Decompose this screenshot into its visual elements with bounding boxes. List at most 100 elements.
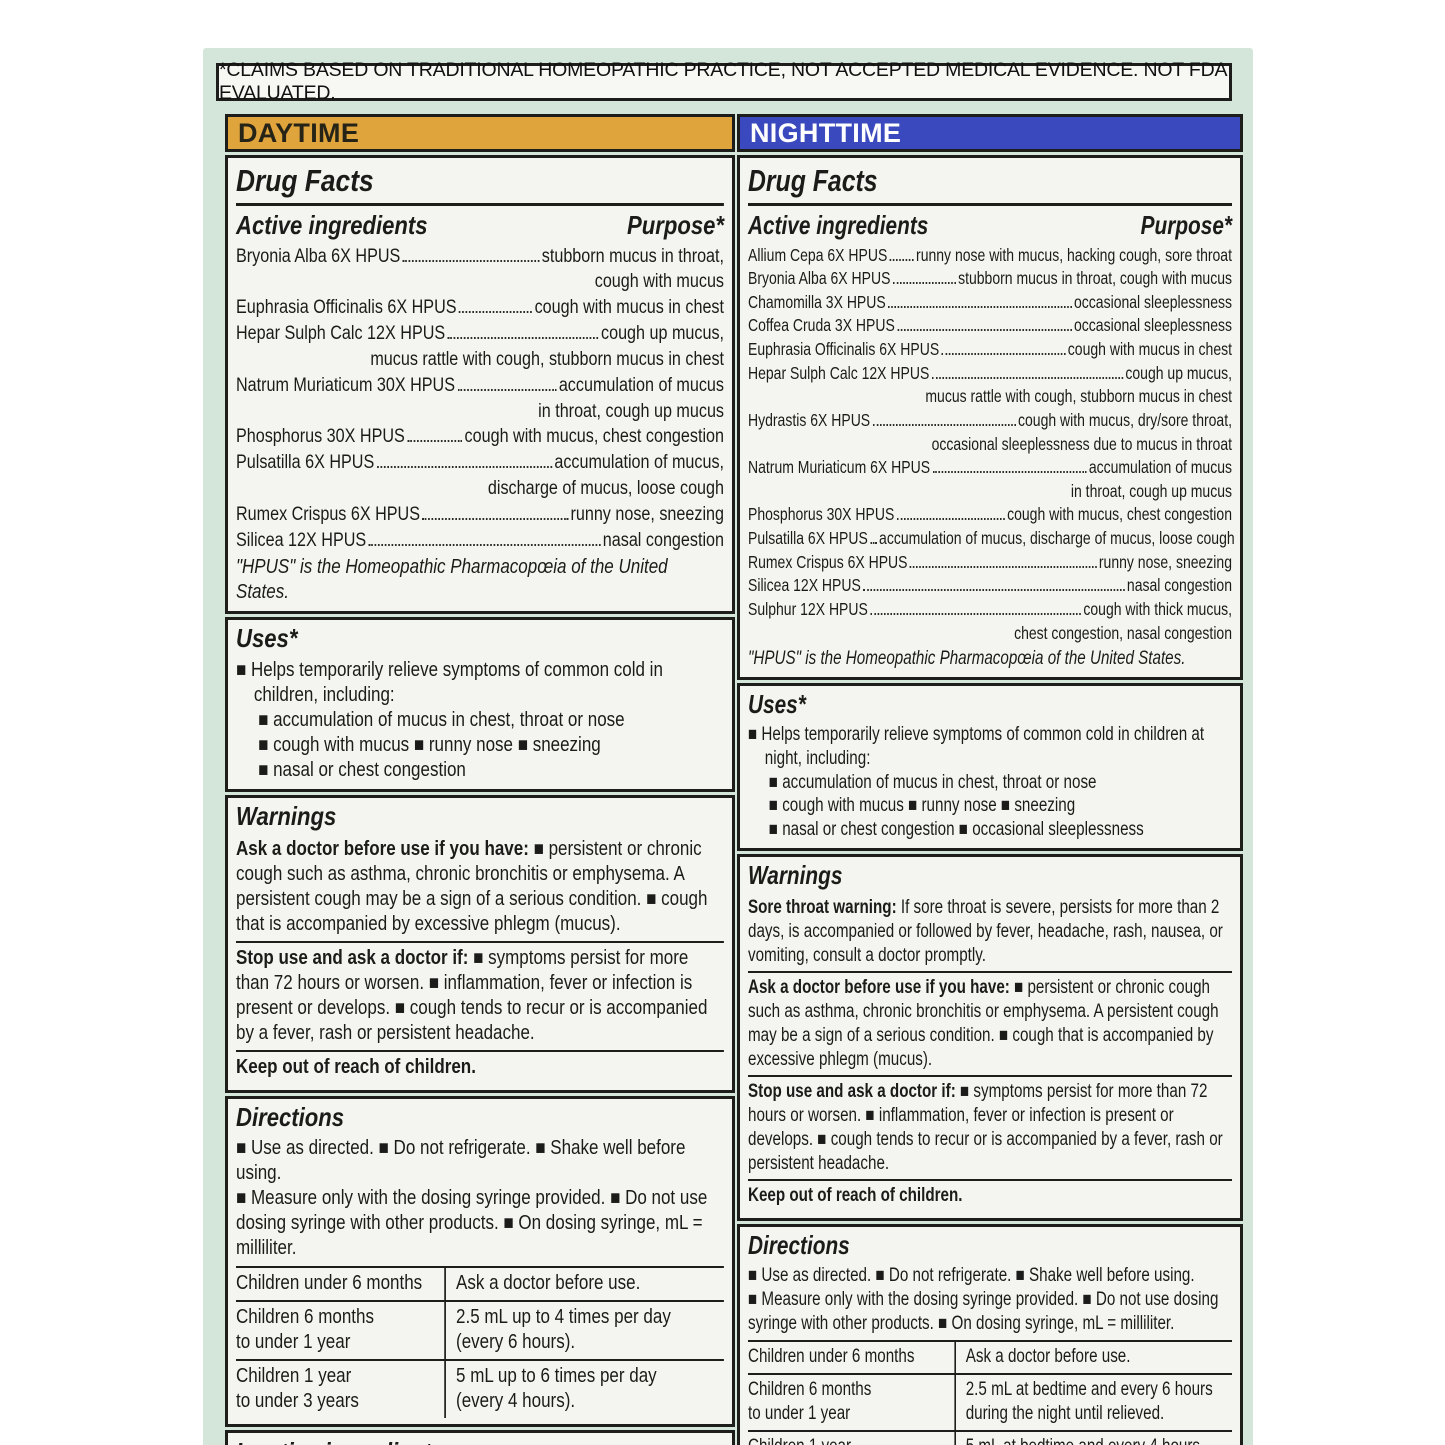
uses-intro: ■ Helps temporarily relieve symptoms of … bbox=[748, 724, 1205, 769]
warning-lead: Keep out of reach of children. bbox=[748, 1185, 963, 1207]
dosage-table: Children under 6 months Ask a doctor bef… bbox=[748, 1340, 1232, 1445]
hpus-note: "HPUS" is the Homeopathic Pharmacopœia o… bbox=[748, 648, 1186, 670]
dosage-row: Children 6 months to under 1 year 2.5 mL… bbox=[236, 1300, 725, 1360]
ingredient-row: Sulphur 12X HPUS cough with thick mucus, … bbox=[748, 598, 1232, 645]
ingredient-row: Phosphorus 30X HPUS cough with mucus, che… bbox=[748, 503, 1232, 527]
warning-lead: Ask a doctor before use if you have: bbox=[748, 977, 1010, 999]
ingredient-row: Coffea Cruda 3X HPUS occasional sleepless… bbox=[748, 314, 1232, 338]
age-cell: Children 6 months to under 1 year bbox=[748, 1375, 957, 1430]
hpus-note: "HPUS" is the Homeopathic Pharmacopœia o… bbox=[236, 556, 668, 604]
dotted-leader bbox=[872, 423, 1016, 426]
ingredient-purpose: runny nose with mucus, hacking cough, so… bbox=[916, 244, 1232, 265]
ingredient-purpose: cough up mucus, bbox=[601, 323, 725, 345]
purpose-heading: Purpose* bbox=[626, 209, 725, 240]
ingredient-name: Natrum Muriaticum 6X HPUS bbox=[748, 457, 931, 478]
age-cell: Children 1 year to under 3 years bbox=[748, 1431, 957, 1445]
ingredient-purpose: cough with mucus, chest congestion bbox=[1007, 504, 1232, 525]
ingredient-purpose-cont: in throat, cough up mucus bbox=[538, 400, 725, 422]
dose-cell: Ask a doctor before use. bbox=[456, 1272, 641, 1295]
ingredient-purpose: cough up mucus, bbox=[1125, 362, 1232, 383]
dotted-leader bbox=[422, 517, 568, 520]
warning-text: ■ symptoms persist for more than 72 hour… bbox=[748, 1081, 1223, 1174]
dotted-leader bbox=[941, 353, 1066, 356]
dotted-leader bbox=[402, 259, 540, 262]
directions-text: ■ Measure only with the dosing syringe p… bbox=[748, 1288, 1219, 1334]
inactive-ingredients-heading: Inactive ingredients bbox=[236, 1437, 444, 1445]
dosage-row: Children 1 year to under 3 years 5 mL at… bbox=[748, 1429, 1232, 1445]
ingredient-row: Hepar Sulph Calc 12X HPUS cough up mucus,… bbox=[236, 321, 724, 373]
ingredient-row: Bryonia Alba 6X HPUS stubborn mucus in th… bbox=[748, 267, 1232, 291]
ingredient-row: Rumex Crispus 6X HPUS runny nose, sneezin… bbox=[236, 502, 724, 528]
warning-section: Stop use and ask a doctor if: ■ symptoms… bbox=[748, 1075, 1232, 1179]
ingredient-name: Bryonia Alba 6X HPUS bbox=[748, 268, 891, 289]
ingredient-name: Euphrasia Officinalis 6X HPUS bbox=[236, 297, 457, 319]
ingredient-purpose: nasal congestion bbox=[1126, 575, 1232, 596]
dotted-leader bbox=[932, 471, 1087, 474]
ingredient-name: Sulphur 12X HPUS bbox=[748, 598, 868, 619]
ingredient-row: Silicea 12X HPUS nasal congestion bbox=[236, 528, 724, 554]
warning-section: Stop use and ask a doctor if: ■ symptoms… bbox=[236, 940, 725, 1050]
dotted-leader bbox=[368, 543, 601, 546]
dotted-leader bbox=[909, 565, 1097, 568]
daytime-uses-box: Uses* ■ Helps temporarily relieve sympto… bbox=[225, 617, 735, 792]
directions-heading: Directions bbox=[748, 1230, 850, 1261]
ingredient-purpose: occasional sleeplessness bbox=[1074, 315, 1232, 336]
warning-lead: Ask a doctor before use if you have: bbox=[236, 837, 529, 860]
dotted-leader bbox=[870, 612, 1081, 615]
ingredient-name: Rumex Crispus 6X HPUS bbox=[236, 503, 420, 525]
ingredient-row: Bryonia Alba 6X HPUS stubborn mucus in th… bbox=[236, 244, 724, 296]
ingredient-name: Hepar Sulph Calc 12X HPUS bbox=[748, 362, 930, 383]
age-cell: Children under 6 months bbox=[748, 1342, 957, 1374]
warning-section: Keep out of reach of children. bbox=[748, 1179, 1232, 1212]
uses-bullet: ■ accumulation of mucus in chest, throat… bbox=[258, 708, 625, 731]
warning-lead: Stop use and ask a doctor if: bbox=[236, 946, 469, 969]
dosage-row: Children 6 months to under 1 year 2.5 mL… bbox=[748, 1373, 1232, 1430]
package-back-panel: *CLAIMS BASED ON TRADITIONAL HOMEOPATHIC… bbox=[203, 48, 1253, 1445]
dosage-row: Children under 6 months Ask a doctor bef… bbox=[236, 1266, 725, 1301]
dotted-leader bbox=[457, 388, 557, 391]
daytime-panel: DAYTIME Drug Facts Active ingredients Pu… bbox=[225, 114, 735, 1445]
directions-heading: Directions bbox=[236, 1101, 345, 1132]
ingredient-purpose-cont: occasional sleeplessness due to mucus in… bbox=[931, 433, 1232, 454]
ingredient-name: Hydrastis 6X HPUS bbox=[748, 409, 871, 430]
ingredient-purpose-cont: chest congestion, nasal congestion bbox=[1014, 622, 1232, 643]
dotted-leader bbox=[447, 337, 599, 340]
ingredient-row: Euphrasia Officinalis 6X HPUS cough with … bbox=[236, 295, 724, 321]
dose-cell: 5 mL at bedtime and every 4 hours during… bbox=[956, 1432, 1232, 1445]
ingredient-purpose-cont: cough with mucus bbox=[594, 271, 725, 293]
warning-lead: Stop use and ask a doctor if: bbox=[748, 1081, 956, 1103]
uses-bullet: ■ accumulation of mucus in chest, throat… bbox=[768, 771, 1097, 793]
daytime-header-label: DAYTIME bbox=[238, 117, 360, 148]
panel-columns: DAYTIME Drug Facts Active ingredients Pu… bbox=[225, 114, 1243, 1445]
active-ingredients-heading-row: Active ingredients Purpose* bbox=[748, 209, 1232, 244]
warning-text: ■ persistent or chronic cough such as as… bbox=[236, 837, 708, 935]
nighttime-uses-box: Uses* ■ Helps temporarily relieve sympto… bbox=[737, 682, 1243, 851]
warning-section: Keep out of reach of children. bbox=[236, 1049, 725, 1084]
active-ingredients-heading: Active ingredients bbox=[236, 209, 428, 240]
ingredient-name: Rumex Crispus 6X HPUS bbox=[748, 551, 908, 572]
dose-cell: Ask a doctor before use. bbox=[965, 1346, 1131, 1368]
ingredient-name: Natrum Muriaticum 30X HPUS bbox=[236, 374, 455, 396]
ingredient-name: Silicea 12X HPUS bbox=[748, 575, 861, 596]
ingredient-row: Hepar Sulph Calc 12X HPUS cough up mucus,… bbox=[748, 362, 1232, 409]
ingredient-purpose: runny nose, sneezing bbox=[1098, 551, 1232, 572]
daytime-directions-box: Directions ■ Use as directed. ■ Do not r… bbox=[225, 1095, 735, 1428]
daytime-active-ingredients-box: Drug Facts Active ingredients Purpose* B… bbox=[225, 155, 735, 615]
nighttime-active-ingredients-box: Drug Facts Active ingredients Purpose* A… bbox=[737, 155, 1243, 680]
dose-cell: 2.5 mL at bedtime and every 6 hours duri… bbox=[965, 1379, 1213, 1424]
dotted-leader bbox=[896, 518, 1005, 521]
uses-bullet: ■ nasal or chest congestion bbox=[258, 758, 466, 781]
ingredient-purpose-cont: mucus rattle with cough, stubborn mucus … bbox=[370, 348, 725, 370]
warning-text: If sore throat is severe, persists for m… bbox=[748, 897, 1223, 966]
ingredient-row: Silicea 12X HPUS nasal congestion bbox=[748, 574, 1232, 598]
ingredient-purpose: runny nose, sneezing bbox=[570, 503, 725, 525]
ingredient-row: Rumex Crispus 6X HPUS runny nose, sneezin… bbox=[748, 551, 1232, 575]
purpose-heading: Purpose* bbox=[1140, 209, 1232, 240]
dosage-row: Children 1 year to under 3 years 5 mL up… bbox=[236, 1359, 725, 1419]
ingredient-name: Phosphorus 30X HPUS bbox=[748, 504, 895, 525]
uses-heading: Uses* bbox=[748, 688, 806, 719]
uses-bullet: ■ nasal or chest congestion ■ occasional… bbox=[768, 819, 1144, 841]
dose-cell: 5 mL up to 6 times per day (every 4 hour… bbox=[456, 1365, 657, 1413]
warning-section: Ask a doctor before use if you have: ■ p… bbox=[748, 971, 1232, 1075]
ingredient-name: Pulsatilla 6X HPUS bbox=[748, 528, 868, 549]
